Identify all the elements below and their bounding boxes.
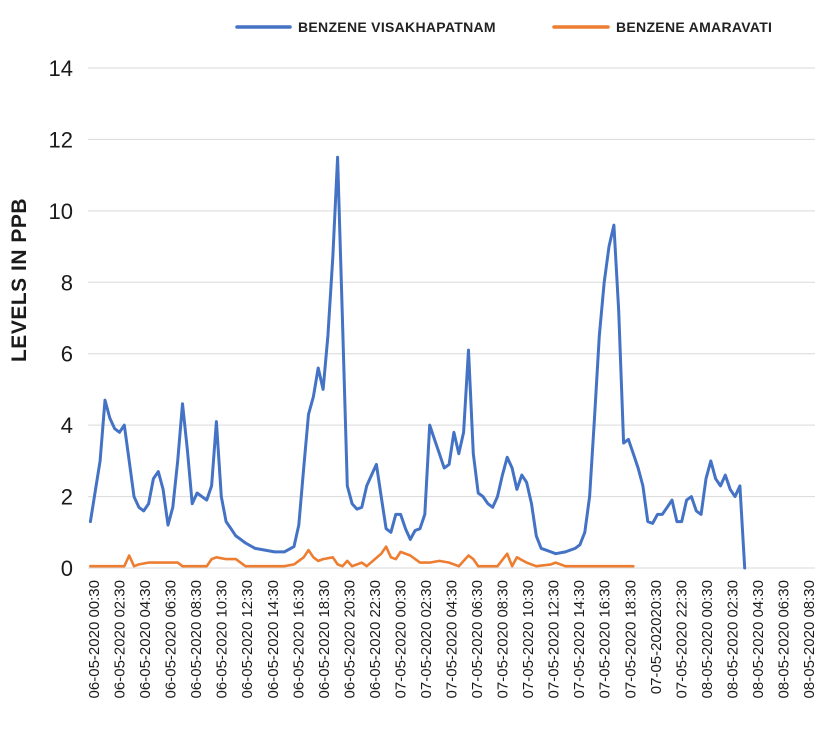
x-tick-label: 06-05-2020 08:30 — [188, 580, 205, 698]
x-tick-label: 07-05-2020 04:30 — [444, 580, 461, 698]
x-tick-label: 07-05-2020 18:30 — [622, 580, 639, 698]
y-tick-label: 14 — [49, 56, 73, 81]
x-tick-label: 07-05-2020 22:30 — [673, 580, 690, 698]
x-tick-label: 08-05-2020 08:30 — [801, 580, 818, 698]
x-tick-label: 06-05-2020 20:30 — [341, 580, 358, 698]
x-tick-label: 08-05-2020 02:30 — [724, 580, 741, 698]
y-tick-label: 6 — [61, 342, 73, 367]
x-tick-label: 06-05-2020 04:30 — [137, 580, 154, 698]
plot-area — [88, 155, 747, 570]
x-tick-label: 06-05-2020 12:30 — [239, 580, 256, 698]
y-tick-label: 2 — [61, 485, 73, 510]
y-tick-label: 0 — [61, 556, 73, 581]
legend: BENZENE VISAKHAPATNAM BENZENE AMARAVATI — [235, 19, 772, 35]
x-tick-label: 07-05-2020 14:30 — [571, 580, 588, 698]
x-tick-label: 07-05-2020 00:30 — [392, 580, 409, 698]
x-tick-label: 06-05-2020 22:30 — [367, 580, 384, 698]
x-axis-ticks: 06-05-2020 00:30 06-05-2020 02:30 06-05-20… — [86, 580, 818, 698]
x-tick-label: 06-05-2020 18:30 — [316, 580, 333, 698]
x-tick-label: 08-05-2020 04:30 — [750, 580, 767, 698]
x-tick-label: 07-05-2020 10:30 — [520, 580, 537, 698]
y-tick-label: 4 — [61, 413, 73, 438]
y-axis-label: LEVELS IN PPB — [8, 198, 31, 362]
x-tick-label: 06-05-2020 14:30 — [265, 580, 282, 698]
x-tick-label: 07-05-2020 02:30 — [418, 580, 435, 698]
x-tick-label: 06-05-2020 00:30 — [86, 580, 103, 698]
y-tick-label: 10 — [49, 199, 73, 224]
x-tick-label: 07-05-2020 12:30 — [546, 580, 563, 698]
x-tick-label: 07-05-2020 08:30 — [495, 580, 512, 698]
x-tick-label: 07-05-202020:30 — [648, 580, 665, 694]
x-tick-label: 06-05-2020 02:30 — [112, 580, 129, 698]
x-tick-label: 06-05-2020 06:30 — [163, 580, 180, 698]
y-tick-label: 12 — [49, 127, 73, 152]
series-line-benzene-amaravati — [89, 545, 635, 568]
x-tick-label: 06-05-2020 10:30 — [214, 580, 231, 698]
x-tick-label: 07-05-2020 16:30 — [597, 580, 614, 698]
legend-label: BENZENE VISAKHAPATNAM — [298, 19, 496, 35]
x-tick-label: 07-05-2020 06:30 — [469, 580, 486, 698]
x-tick-label: 08-05-2020 06:30 — [776, 580, 793, 698]
y-axis-ticks: 0 2 4 6 8 10 12 14 — [49, 56, 73, 581]
x-tick-label: 06-05-2020 16:30 — [290, 580, 307, 698]
x-tick-label: 08-05-2020 00:30 — [699, 580, 716, 698]
series-line-benzene-visakhapatnam — [88, 155, 747, 570]
y-tick-label: 8 — [61, 270, 73, 295]
legend-label: BENZENE AMARAVATI — [616, 19, 772, 35]
